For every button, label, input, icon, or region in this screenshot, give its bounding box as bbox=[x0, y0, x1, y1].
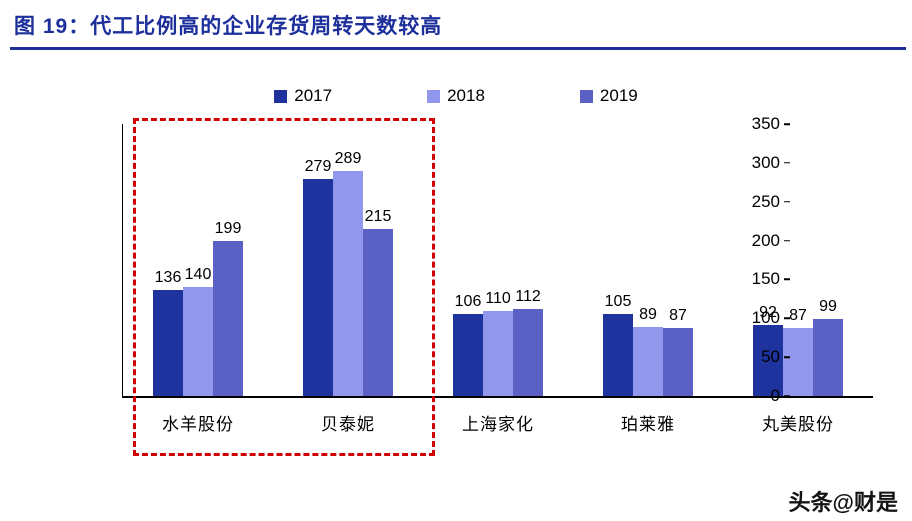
bar-value-label: 215 bbox=[364, 207, 392, 225]
legend-item-2019: 2019 bbox=[579, 86, 638, 106]
bar-2019-水羊股份: 199 bbox=[213, 220, 243, 396]
legend-label: 2019 bbox=[599, 86, 638, 105]
y-axis-label: 200 bbox=[751, 230, 780, 250]
bar-group-珀莱雅: 105 89 87 珀莱雅 bbox=[573, 124, 723, 434]
figure-title: 图 19：代工比例高的企业存货周转天数较高 bbox=[14, 15, 443, 38]
legend-label: 2018 bbox=[447, 86, 485, 105]
bar-2019-丸美股份: 99 bbox=[813, 298, 843, 396]
y-axis-label: 50 bbox=[761, 347, 780, 367]
bar-group-上海家化: 106 110 112 上海家化 bbox=[423, 124, 573, 434]
bar-value-label: 99 bbox=[819, 298, 837, 316]
watermark: 头条@财是 bbox=[788, 490, 898, 515]
bar-2019-珀莱雅: 87 bbox=[663, 307, 693, 396]
y-axis-tick bbox=[784, 200, 790, 203]
y-axis-tick bbox=[784, 395, 790, 397]
bar-2019-贝泰妮: 215 bbox=[363, 208, 393, 396]
bar-value-label: 289 bbox=[334, 150, 362, 168]
bar-2019-上海家化: 112 bbox=[513, 288, 543, 396]
x-axis-category-label: 珀莱雅 bbox=[621, 415, 675, 434]
plot-area: 136 140 199 水羊股份 279 289 215 贝泰妮 106 110 112 上海家化 10… bbox=[122, 124, 873, 434]
x-axis-category-label: 贝泰妮 bbox=[321, 415, 375, 434]
y-axis-label: 250 bbox=[751, 191, 780, 211]
y-axis-label: 150 bbox=[751, 269, 780, 289]
bar-group-丸美股份: 92 87 99 丸美股份 bbox=[723, 124, 873, 434]
x-axis-category-label: 水羊股份 bbox=[162, 415, 234, 434]
bar-value-label: 136 bbox=[154, 269, 182, 287]
bar-2017-珀莱雅: 105 bbox=[603, 293, 633, 396]
legend-swatch bbox=[274, 89, 288, 103]
bar-group-水羊股份: 136 140 199 水羊股份 bbox=[123, 124, 273, 434]
legend-item-2017: 2017 bbox=[274, 86, 332, 106]
bar-value-label: 110 bbox=[485, 289, 511, 307]
bar-value-label: 105 bbox=[604, 293, 632, 311]
y-axis-label: 300 bbox=[751, 152, 780, 172]
bar-value-label: 89 bbox=[639, 305, 657, 323]
chart-legend: 2017 2018 2019 bbox=[0, 86, 912, 106]
y-axis-tick bbox=[784, 356, 790, 358]
bar-value-label: 279 bbox=[304, 158, 332, 176]
bar-value-label: 106 bbox=[454, 292, 482, 310]
y-axis-label: 350 bbox=[751, 114, 780, 133]
bar-2017-贝泰妮: 279 bbox=[303, 158, 333, 396]
bar-2018-上海家化: 110 bbox=[483, 290, 513, 396]
bar-value-label: 199 bbox=[214, 220, 242, 238]
bar-2018-珀莱雅: 89 bbox=[633, 306, 663, 396]
bar-2018-贝泰妮: 289 bbox=[333, 150, 363, 396]
bar-2018-丸美股份: 87 bbox=[783, 307, 813, 396]
y-axis-tick bbox=[784, 123, 790, 125]
bar-2017-丸美股份: 92 bbox=[753, 304, 783, 396]
bar-2018-水羊股份: 140 bbox=[183, 266, 213, 396]
bar-group-贝泰妮: 279 289 215 贝泰妮 bbox=[273, 124, 423, 434]
y-axis-tick bbox=[784, 317, 790, 320]
chart: 136 140 199 水羊股份 279 289 215 贝泰妮 106 110 112 上海家化 10… bbox=[0, 114, 912, 466]
y-axis-tick bbox=[784, 162, 790, 164]
bar-2017-上海家化: 106 bbox=[453, 293, 483, 396]
x-axis-category-label: 上海家化 bbox=[462, 415, 534, 434]
legend-swatch bbox=[427, 89, 441, 103]
bar-value-label: 87 bbox=[789, 307, 807, 325]
title-underline bbox=[10, 47, 906, 50]
bar-2017-水羊股份: 136 bbox=[153, 269, 183, 396]
bar-value-label: 92 bbox=[759, 303, 777, 321]
y-axis-tick bbox=[784, 278, 790, 281]
legend-swatch bbox=[579, 89, 593, 103]
legend-label: 2017 bbox=[294, 86, 333, 105]
bar-value-label: 140 bbox=[184, 266, 212, 284]
y-axis-label: 0 bbox=[770, 386, 780, 405]
bar-value-label: 87 bbox=[669, 307, 687, 325]
legend-item-2018: 2018 bbox=[427, 86, 485, 106]
x-axis-category-label: 丸美股份 bbox=[762, 415, 834, 434]
y-axis-tick bbox=[784, 239, 790, 242]
y-axis-label: 100 bbox=[751, 308, 780, 328]
bar-value-label: 112 bbox=[515, 287, 541, 305]
figure-header: 图 19：代工比例高的企业存货周转天数较高 bbox=[0, 0, 912, 50]
